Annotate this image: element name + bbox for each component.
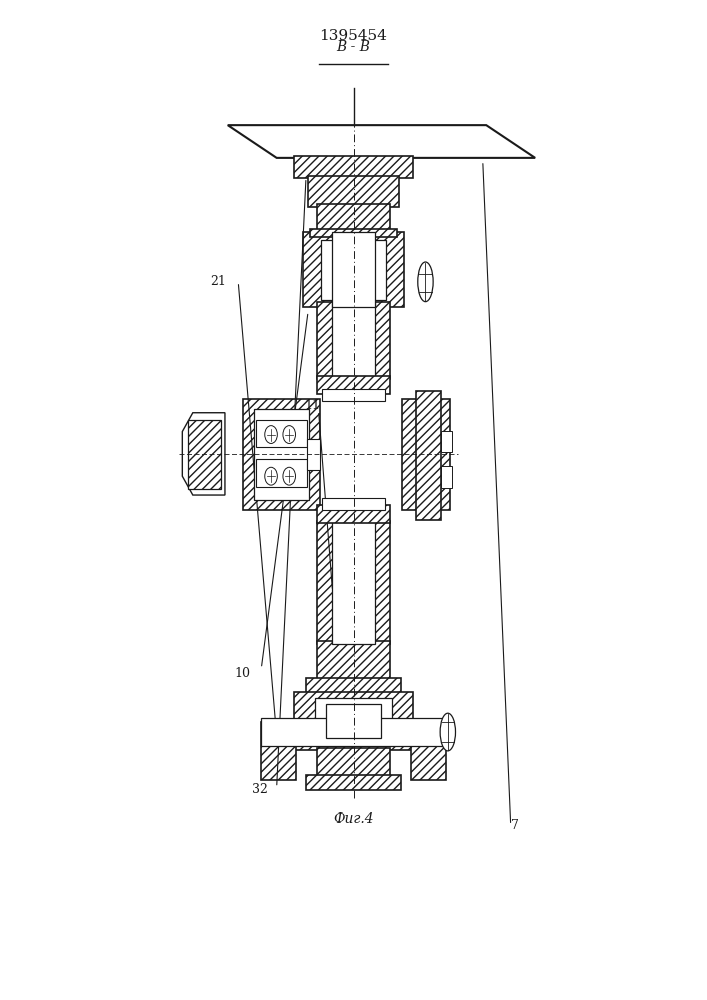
Bar — [310, 229, 397, 237]
Bar — [294, 156, 413, 178]
Bar — [294, 692, 413, 750]
Bar — [315, 698, 392, 744]
Bar — [317, 641, 390, 680]
Ellipse shape — [440, 713, 455, 751]
Text: В - В: В - В — [337, 40, 370, 54]
Text: 11: 11 — [305, 399, 320, 412]
Bar — [256, 459, 308, 487]
Bar — [317, 505, 390, 523]
Bar — [322, 498, 385, 510]
Bar — [317, 521, 390, 644]
Ellipse shape — [418, 262, 433, 302]
Bar — [188, 420, 221, 489]
Bar — [332, 521, 375, 644]
Bar — [332, 302, 375, 379]
Text: 32: 32 — [252, 783, 268, 796]
Text: 7: 7 — [510, 819, 518, 832]
Bar — [308, 176, 399, 207]
Bar — [262, 718, 445, 746]
Polygon shape — [182, 413, 225, 495]
Bar — [441, 431, 452, 452]
Text: 21: 21 — [210, 275, 226, 288]
Polygon shape — [228, 125, 535, 158]
Bar — [411, 722, 445, 780]
Bar — [306, 775, 401, 790]
Text: 1395454: 1395454 — [320, 29, 387, 43]
Bar — [321, 240, 386, 300]
Bar — [332, 232, 375, 307]
Bar — [262, 722, 296, 780]
Bar — [322, 389, 385, 401]
Bar — [308, 439, 320, 470]
Bar — [441, 466, 452, 488]
Bar — [254, 409, 310, 500]
Bar — [325, 704, 382, 738]
Bar — [317, 302, 390, 379]
Bar — [402, 399, 450, 510]
Bar — [256, 420, 308, 447]
Bar — [317, 204, 390, 234]
Bar — [416, 391, 441, 520]
Bar — [317, 376, 390, 394]
Text: 10: 10 — [235, 667, 251, 680]
Bar — [303, 232, 404, 307]
Bar — [306, 678, 401, 693]
Bar — [317, 748, 390, 778]
Bar — [243, 399, 320, 510]
Text: Фиг.4: Фиг.4 — [333, 812, 374, 826]
